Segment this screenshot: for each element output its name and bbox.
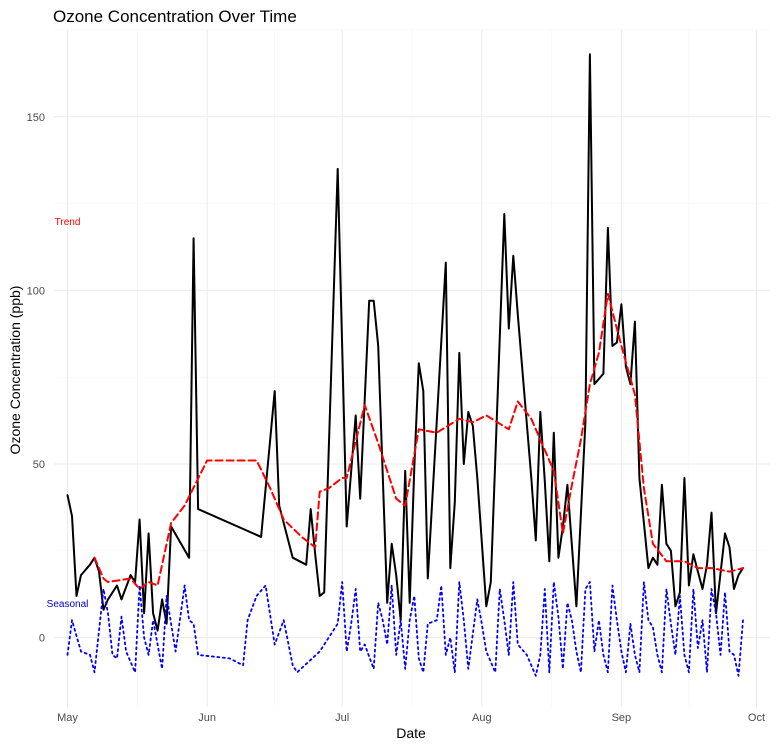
- y-tick-label: 100: [27, 285, 45, 297]
- y-tick-label: 50: [33, 459, 45, 471]
- x-tick-label: Jul: [335, 712, 349, 724]
- chart-title: Ozone Concentration Over Time: [53, 7, 297, 26]
- series-line-solid: [66, 53, 744, 632]
- series-line-dashed: [93, 292, 744, 590]
- grid-lines: [54, 29, 770, 707]
- x-tick-label: Jun: [198, 712, 216, 724]
- series-layer: [66, 53, 744, 677]
- annotations: Trend Seasonal: [47, 217, 89, 610]
- x-tick-label: Aug: [472, 712, 492, 724]
- annotation-label: Seasonal: [47, 599, 89, 610]
- x-tick-label: Sep: [612, 712, 632, 724]
- y-axis-title: Ozone Concentration (ppb): [7, 286, 23, 455]
- series-line-dotted: [66, 581, 744, 677]
- x-tick-label: May: [57, 712, 78, 724]
- x-axis-title: Date: [396, 725, 426, 741]
- annotation-label: Trend: [55, 217, 81, 228]
- y-tick-label: 0: [39, 633, 45, 645]
- y-tick-labels: 0 50 100 150: [27, 112, 45, 645]
- x-tick-label: Oct: [748, 712, 765, 724]
- x-tick-labels: May Jun Jul Aug Sep Oct: [57, 712, 765, 724]
- y-tick-label: 150: [27, 112, 45, 124]
